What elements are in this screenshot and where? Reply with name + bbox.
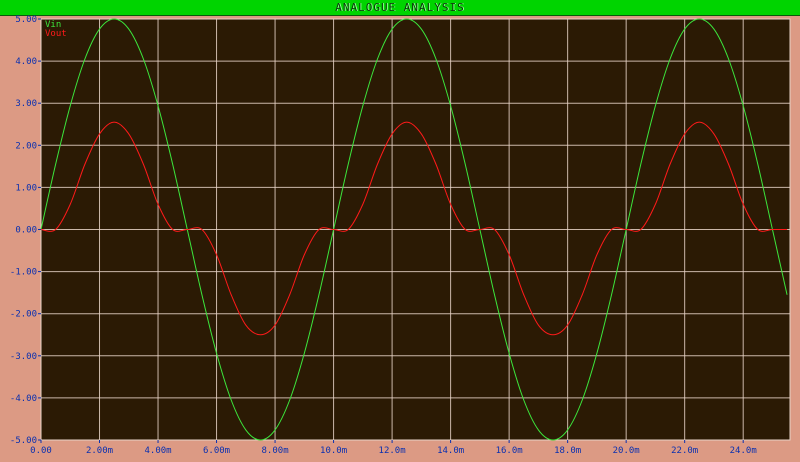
legend-entry-vin: Vin [45, 20, 61, 30]
y-tick-label: 3.00 [15, 99, 37, 109]
y-tick-label: 5.00 [15, 15, 37, 25]
window-title: ANALOGUE ANALYSIS [335, 1, 465, 14]
y-tick-label: -3.00 [10, 352, 37, 362]
y-tick-label: -4.00 [10, 394, 37, 404]
y-axis: 5.00 4.00 3.00 2.00 1.00 0.00 -1.00 -2.00 -3.00 -… [10, 15, 41, 446]
x-tick-label: 18.0m [554, 446, 581, 456]
y-tick-label: 2.00 [15, 141, 37, 151]
x-tick-label: 16.0m [496, 446, 523, 456]
series-vin-line [40, 18, 788, 441]
y-tick-label: -1.00 [10, 268, 37, 278]
y-tick-label: -5.00 [10, 436, 37, 446]
x-tick-label: 14.0m [437, 446, 464, 456]
x-tick-label: 20.0m [613, 446, 640, 456]
y-tick-label: 0.00 [15, 226, 37, 236]
x-tick-label: 24.0m [730, 446, 757, 456]
x-axis: 0.00 2.00m 4.00m 6.00m 8.00m 10.0m 12.0m 14.0m 1… [30, 440, 757, 456]
y-tick-label: -2.00 [10, 310, 37, 320]
x-tick-label: 8.00m [262, 446, 289, 456]
x-tick-label: 22.0m [671, 446, 698, 456]
x-tick-label: 6.00m [203, 446, 230, 456]
series-layer [40, 18, 788, 441]
legend-entry-vout: Vout [45, 29, 67, 39]
y-tick-label: 4.00 [15, 57, 37, 67]
x-tick-label: 10.0m [320, 446, 347, 456]
y-tick-label: 1.00 [15, 183, 37, 193]
title-bar[interactable]: ANALOGUE ANALYSIS [0, 0, 800, 16]
x-tick-label: 2.00m [86, 446, 113, 456]
x-tick-label: 4.00m [144, 446, 171, 456]
x-tick-label: 12.0m [379, 446, 406, 456]
x-tick-label: 0.00 [30, 446, 52, 456]
series-vout-line [40, 121, 788, 336]
